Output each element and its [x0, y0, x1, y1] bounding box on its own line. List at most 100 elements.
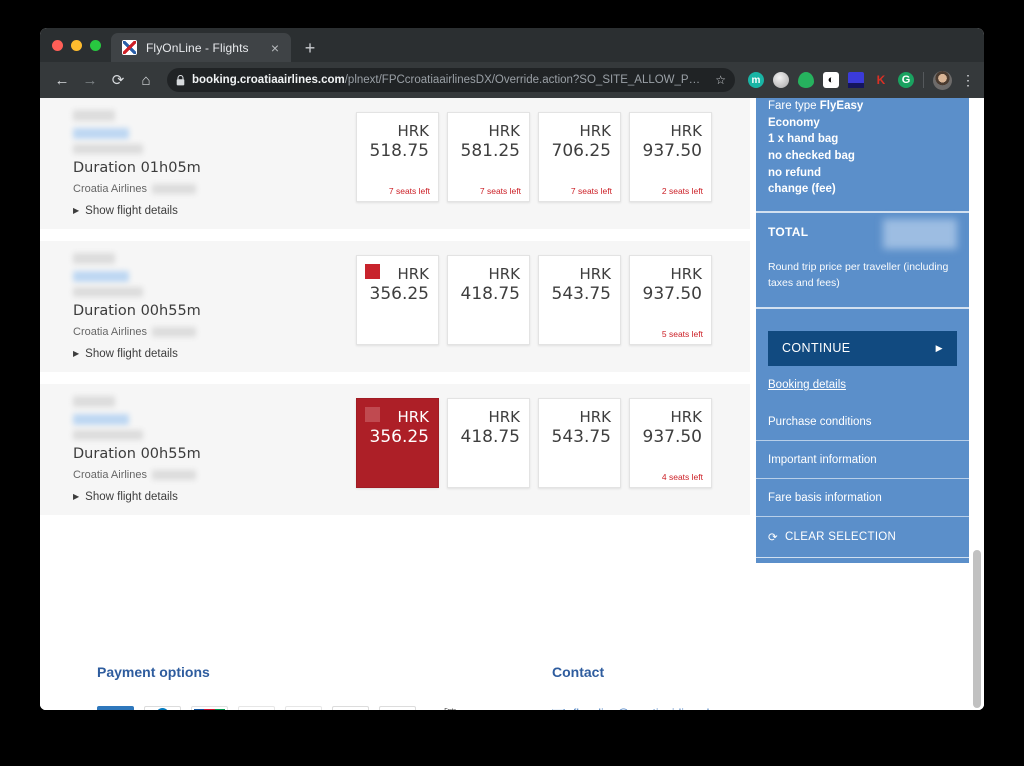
seats-left-label: 2 seats left: [661, 186, 703, 196]
sidebar-item-booking-details[interactable]: Booking details: [768, 378, 846, 391]
browser-toolbar: ← → ⟳ ⌂ booking.croatiaairlines.com/plne…: [40, 62, 984, 98]
divider: [756, 477, 969, 479]
page-viewport: Duration 01h05m Croatia Airlines ▶ Show …: [40, 98, 984, 710]
redacted-flight-number: [151, 327, 196, 337]
carrier-name: Croatia Airlines: [73, 469, 147, 481]
fare-amount: 937.50: [642, 283, 702, 304]
extension-k-icon[interactable]: K: [876, 73, 886, 87]
fare-amount: 937.50: [642, 426, 702, 447]
contact-email-link[interactable]: flyonline@croatiaairlines.hr: [573, 706, 717, 710]
fare-card[interactable]: HRK 543.75: [538, 255, 621, 345]
fare-marker-icon: [365, 264, 380, 279]
fare-currency: HRK: [579, 265, 611, 283]
fare-card[interactable]: HRK 706.25 7 seats left: [538, 112, 621, 202]
fare-currency: HRK: [579, 122, 611, 140]
contact-heading: Contact: [552, 664, 605, 680]
show-flight-details-toggle[interactable]: ▶ Show flight details: [73, 205, 356, 217]
url-path: /plnext/FPCcroatiaairlinesDX/Override.ac…: [344, 74, 709, 86]
fare-line-value: FlyEasy: [819, 100, 864, 112]
show-flight-details-toggle[interactable]: ▶ Show flight details: [73, 491, 356, 503]
fare-line: change (fee): [768, 183, 836, 196]
maestro-icon: Maestro: [238, 706, 275, 710]
visa-electron-icon: VISA Electron: [379, 706, 416, 710]
redacted-route: [73, 414, 129, 425]
fare-card[interactable]: HRK 937.50 2 seats left: [629, 112, 712, 202]
lock-icon: [176, 74, 185, 86]
show-flight-details-toggle[interactable]: ▶ Show flight details: [73, 348, 356, 360]
extension-green-icon[interactable]: [798, 72, 814, 88]
url-text: booking.croatiaairlines.com/plnext/FPCcr…: [192, 74, 708, 86]
erste-text-block: Erste NetPay: [444, 709, 473, 710]
visa-icon: VISA: [332, 706, 369, 710]
close-icon[interactable]: ×: [270, 39, 280, 56]
fare-card[interactable]: HRK 356.25: [356, 255, 439, 345]
refresh-icon: ⟳: [768, 531, 778, 544]
sidebar-links: Important information: [756, 441, 969, 478]
clear-selection-button[interactable]: ⟳ CLEAR SELECTION: [756, 517, 969, 557]
total-label: TOTAL: [768, 225, 809, 240]
total-note: Round trip price per traveller (includin…: [768, 261, 949, 290]
fare-currency: HRK: [397, 122, 429, 140]
fare-amount: 706.25: [551, 140, 611, 161]
fare-card[interactable]: HRK 543.75: [538, 398, 621, 488]
redacted-departure-time: [73, 396, 115, 407]
maximize-window-button[interactable]: [90, 39, 101, 51]
page-scrollbar-track[interactable]: [969, 98, 984, 710]
close-window-button[interactable]: [52, 39, 63, 51]
home-icon[interactable]: ⌂: [141, 71, 151, 89]
avatar[interactable]: [933, 70, 952, 90]
jcb-b: B: [214, 709, 225, 710]
payment-options-column: Payment options AMERICAN EXPRESS Diners …: [97, 664, 552, 710]
reload-icon[interactable]: ⟳: [111, 72, 125, 89]
bookmark-star-icon[interactable]: ☆: [715, 73, 726, 87]
address-bar[interactable]: booking.croatiaairlines.com/plnext/FPCcr…: [167, 68, 735, 92]
back-icon[interactable]: ←: [54, 71, 70, 89]
forward-icon[interactable]: →: [82, 71, 98, 89]
fare-card[interactable]: HRK 418.75: [447, 255, 530, 345]
redacted-airport: [73, 144, 143, 154]
erste-netpay-icon: Erste NetPay: [426, 706, 476, 710]
fare-card[interactable]: HRK 418.75: [447, 398, 530, 488]
fare-line: 1 x hand bag: [768, 133, 839, 146]
erste-small-text: Erste: [444, 709, 473, 710]
flight-row: Duration 00h55m Croatia Airlines ▶ Show …: [40, 241, 750, 372]
flight-carrier: Croatia Airlines: [73, 469, 356, 481]
flight-carrier: Croatia Airlines: [73, 183, 356, 195]
flight-duration: Duration 01h05m: [73, 160, 201, 176]
fare-currency: HRK: [397, 408, 429, 426]
minimize-window-button[interactable]: [71, 39, 82, 51]
fare-card[interactable]: HRK 937.50 4 seats left: [629, 398, 712, 488]
sidebar-item-purchase-conditions[interactable]: Purchase conditions: [768, 415, 872, 428]
fare-line: no checked bag: [768, 150, 855, 163]
fare-card[interactable]: HRK 581.25 7 seats left: [447, 112, 530, 202]
diners-mark: [156, 708, 169, 710]
extension-square-icon[interactable]: ◐: [823, 72, 839, 88]
fare-card-selected[interactable]: HRK 356.25: [356, 398, 439, 488]
sidebar-item-important-information[interactable]: Important information: [768, 453, 877, 466]
fare-amount: 581.25: [460, 140, 520, 161]
new-tab-button[interactable]: +: [304, 37, 316, 58]
chevron-right-icon: ▶: [73, 349, 80, 358]
fare-card[interactable]: HRK 937.50 5 seats left: [629, 255, 712, 345]
page-scrollbar-thumb[interactable]: [973, 550, 981, 708]
fare-line: no refund: [768, 166, 822, 179]
chrome-menu-icon[interactable]: ⋮: [961, 72, 975, 88]
fare-amount: 418.75: [460, 426, 520, 447]
browser-tab[interactable]: FlyOnLine - Flights ×: [111, 33, 291, 62]
fare-card-group: HRK 518.75 7 seats left HRK 581.25 7 sea…: [356, 108, 712, 217]
payment-options-heading: Payment options: [97, 664, 210, 680]
fare-amount: 518.75: [369, 140, 429, 161]
extension-g-icon[interactable]: G: [898, 72, 914, 88]
tab-title: FlyOnLine - Flights: [146, 40, 249, 55]
american-express-icon: AMERICAN EXPRESS: [97, 706, 134, 710]
extension-blue-icon[interactable]: [848, 72, 864, 88]
extension-m-icon[interactable]: m: [748, 72, 764, 88]
sidebar-links: Booking details Purchase conditions: [756, 366, 969, 440]
fare-card[interactable]: HRK 518.75 7 seats left: [356, 112, 439, 202]
sidebar-item-fare-basis-information[interactable]: Fare basis information: [768, 491, 882, 504]
fare-marker-icon: [365, 407, 380, 422]
redacted-departure-time: [73, 110, 115, 121]
extension-grey-icon[interactable]: [773, 72, 789, 88]
toolbar-divider: [923, 72, 924, 88]
continue-button[interactable]: CONTINUE ▶: [768, 330, 957, 366]
